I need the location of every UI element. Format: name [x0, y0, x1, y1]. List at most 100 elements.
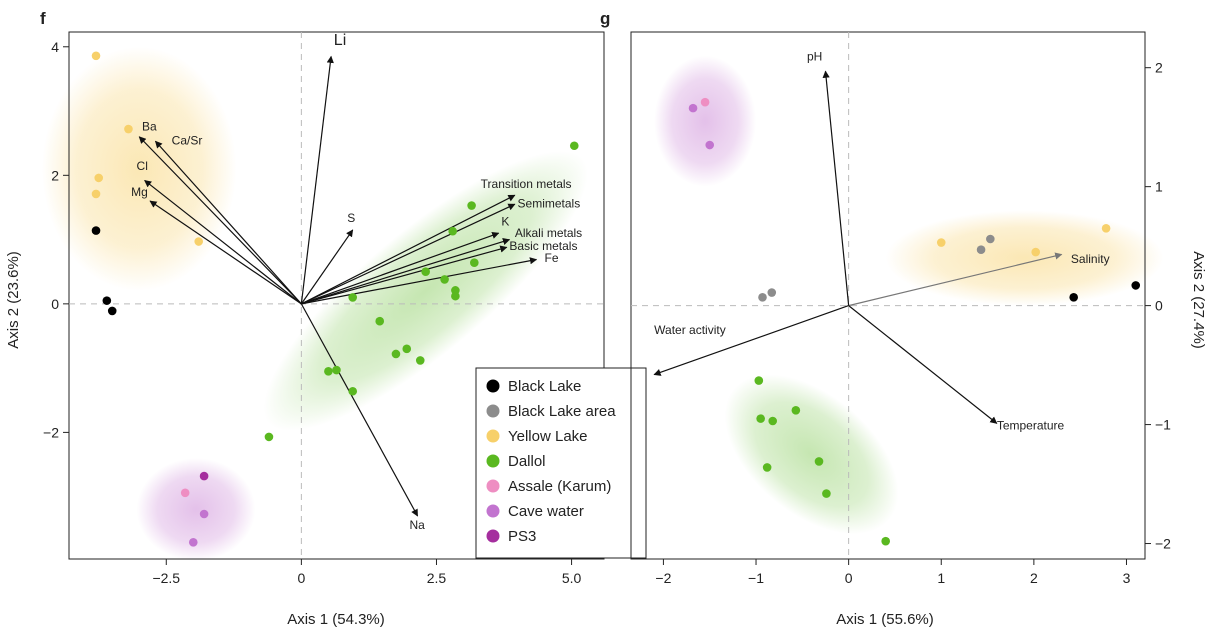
y-tick-label: −2 [43, 424, 59, 440]
y-tick-label: 4 [51, 39, 59, 55]
loading-arrow [301, 194, 516, 305]
data-point [94, 173, 104, 183]
legend-swatch [486, 379, 500, 393]
panel-f-zero-lines [69, 32, 604, 559]
panel-f-points [91, 51, 579, 547]
data-point [1101, 223, 1111, 233]
data-point [467, 201, 476, 210]
panel-f-frame [68, 31, 605, 560]
data-point [822, 489, 831, 498]
panel-g-x-axis-title: Axis 1 (55.6%) [836, 611, 934, 628]
loading-arrow [300, 229, 354, 305]
data-point [199, 509, 209, 519]
x-tick-label: 0 [845, 570, 853, 586]
data-point [451, 291, 460, 301]
loading-arrow [301, 231, 500, 305]
loading-arrow-label: Na [409, 518, 425, 532]
loading-arrow [154, 140, 302, 305]
legend-swatch [486, 454, 500, 468]
data-point [754, 376, 764, 385]
panel-g-letter: g [600, 9, 610, 28]
group-halo [136, 458, 256, 561]
loading-arrow [301, 245, 508, 305]
data-point [758, 292, 767, 302]
group-halo [41, 46, 237, 292]
loading-arrow [848, 252, 1063, 307]
panel-g: g −2 −1 0 1 2 3 −2 −1 0 1 2 pH Salinity Water activi… [600, 9, 1207, 628]
data-point [470, 258, 479, 268]
data-point [1069, 292, 1078, 302]
x-tick-label: 5.0 [562, 570, 582, 586]
panel-f-y-axis-title: Axis 2 (23.6%) [5, 251, 22, 349]
data-point [180, 488, 190, 498]
data-point [814, 457, 824, 466]
panel-f-ticks: −2.5 0 2.5 5.0 −2 0 2 4 [43, 39, 581, 586]
panel-g-zero-lines [631, 32, 1145, 559]
panel-g-halos [654, 55, 1164, 535]
group-halo [654, 55, 757, 187]
loading-arrow-label: S [347, 211, 355, 225]
data-point [705, 140, 715, 150]
panel-g-points [688, 97, 1141, 546]
loading-arrow-label: Water activity [654, 323, 726, 337]
loading-arrow [301, 238, 511, 305]
loading-arrow-label: Transition metals [481, 177, 572, 191]
data-point [767, 288, 777, 297]
y-tick-label: 0 [1155, 298, 1163, 314]
panel-f-letter: f [40, 9, 46, 28]
loading-arrow [300, 303, 419, 517]
data-point [1031, 247, 1041, 257]
data-point [375, 316, 385, 326]
data-point [91, 189, 101, 199]
loading-arrow-label: Ba [142, 119, 157, 133]
loading-arrow [300, 55, 334, 304]
data-point [976, 245, 986, 254]
loading-arrow-label: Li [334, 32, 346, 49]
legend-swatch [486, 529, 500, 543]
loading-arrow-label: Alkali metals [515, 226, 582, 240]
x-tick-label: −2.5 [152, 570, 180, 586]
data-point [264, 432, 274, 442]
loading-arrow [144, 179, 302, 305]
legend-label: Assale (Karum) [508, 478, 611, 495]
data-point [199, 471, 209, 481]
group-halo [885, 210, 1164, 306]
data-point [881, 536, 890, 546]
data-point [440, 275, 449, 284]
legend-label: Dallol [508, 453, 546, 470]
x-tick-label: 0 [297, 570, 305, 586]
y-tick-label: −2 [1155, 536, 1171, 552]
legend-box [475, 367, 647, 559]
y-tick-label: −1 [1155, 417, 1171, 433]
x-tick-label: 2 [1030, 570, 1038, 586]
panel-g-y-axis-title: Axis 2 (27.4%) [1190, 251, 1207, 349]
data-point [688, 103, 698, 113]
x-tick-label: 2.5 [427, 570, 447, 586]
data-point [91, 226, 101, 235]
data-point [762, 463, 772, 472]
data-point [756, 414, 765, 423]
data-point [936, 238, 946, 247]
data-point [569, 141, 579, 151]
data-point [791, 405, 801, 415]
data-point [986, 234, 995, 244]
loading-arrow-label: Cl [137, 159, 148, 173]
data-point [107, 306, 117, 316]
data-point [391, 349, 401, 359]
data-point [194, 237, 203, 246]
panel-g-ticks: −2 −1 0 1 2 3 −2 −1 0 1 2 [655, 60, 1171, 586]
data-point [402, 344, 412, 354]
panel-g-loading-arrows: pH Salinity Water activity Temperature [653, 50, 1110, 432]
legend-label: Yellow Lake [508, 428, 588, 445]
group-halo [724, 374, 899, 535]
loading-arrow-label: K [501, 214, 509, 228]
data-point [332, 365, 341, 375]
loading-arrow-label: pH [807, 50, 822, 64]
x-tick-label: −2 [655, 570, 671, 586]
data-point [102, 296, 112, 305]
data-point [324, 367, 333, 376]
data-point [348, 386, 358, 396]
data-point [415, 356, 425, 365]
loading-arrow-label: Semimetals [518, 196, 581, 210]
